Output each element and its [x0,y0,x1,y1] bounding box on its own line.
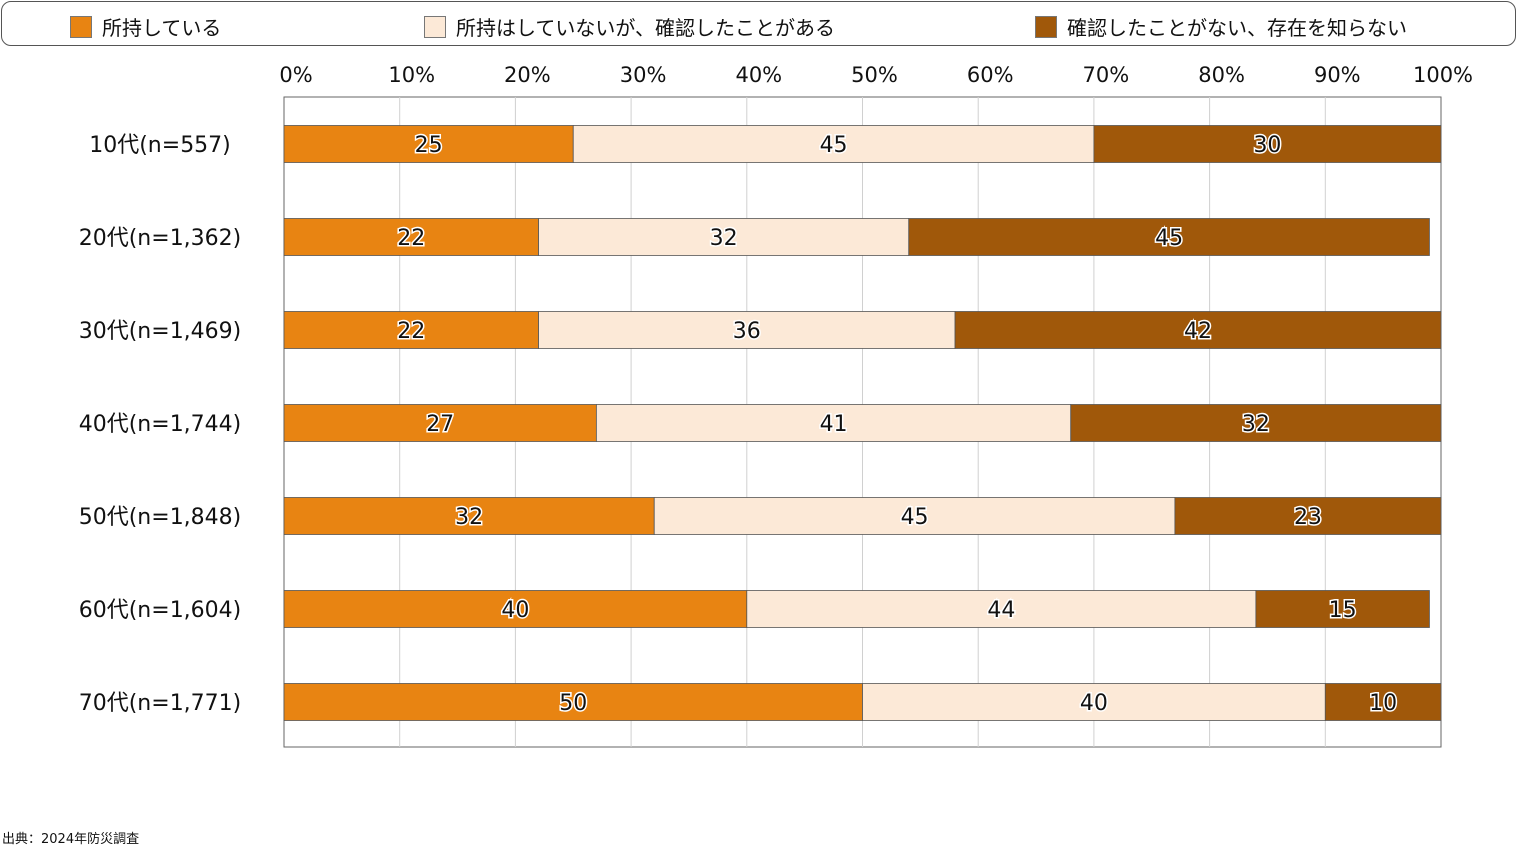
data-label: 40 [501,598,529,623]
data-label: 30 [1253,133,1281,158]
x-tick-label: 100% [1413,63,1473,87]
data-label: 45 [820,133,848,158]
category-label: 50代(n=1,848) [79,505,242,530]
data-label: 10 [1369,691,1397,716]
bar-segment [283,497,655,535]
legend-item-owned: 所持している [70,12,221,41]
legend-swatch [1035,15,1057,38]
source-note: 出典：2024年防災調査 [2,832,140,847]
x-tick-label: 20% [504,63,551,87]
legend-item-unknown: 確認したことがない、存在を知らない [1035,12,1407,41]
data-label: 15 [1329,598,1357,623]
legend-item-checked: 所持はしていないが、確認したことがある [424,12,835,41]
data-label: 32 [1242,412,1270,437]
category-label: 60代(n=1,604) [79,598,242,623]
legend-swatch [70,15,92,38]
x-tick-label: 10% [388,63,435,87]
bar-segment [1255,590,1430,628]
x-tick-label: 30% [620,63,667,87]
legend-swatch [424,15,446,38]
category-label: 70代(n=1,771) [79,691,242,716]
bar-segment [1093,125,1442,163]
data-label: 40 [1080,691,1108,716]
legend-label: 確認したことがない、存在を知らない [1067,16,1407,40]
category-label: 10代(n=557) [89,133,231,158]
bar-segment [538,311,956,349]
data-label: 41 [820,412,848,437]
data-label: 36 [733,319,761,344]
data-label: 32 [710,226,738,251]
bar-segment [283,311,539,349]
bar-segment [954,311,1442,349]
data-label: 42 [1184,319,1212,344]
legend: 所持している 所持はしていないが、確認したことがある 確認したことがない、存在を… [1,1,1516,46]
bar-segment [908,218,1430,256]
bar-segment [283,683,863,721]
data-label: 50 [559,691,587,716]
data-label: 22 [397,226,425,251]
data-label: 27 [426,412,454,437]
data-label: 25 [415,133,443,158]
bar-segment [1070,404,1442,442]
bar-segment [283,125,574,163]
legend-label: 所持はしていないが、確認したことがある [456,16,835,40]
x-tick-label: 0% [279,63,312,87]
legend-label: 所持している [102,16,222,40]
bar-segment [283,590,748,628]
bar-segment [862,683,1326,721]
bar-segment [283,218,539,256]
x-tick-label: 40% [735,63,782,87]
data-label: 44 [987,598,1015,623]
data-label: 32 [455,505,483,530]
category-label: 20代(n=1,362) [79,226,242,251]
bar-segment [572,125,1095,163]
x-tick-label: 60% [967,63,1014,87]
x-tick-label: 90% [1314,63,1361,87]
x-tick-label: 50% [851,63,898,87]
data-label: 45 [1155,226,1183,251]
x-tick-label: 80% [1198,63,1245,87]
bar-segment [653,497,1176,535]
bar-segment [1174,497,1442,535]
bar-segment [283,404,597,442]
category-label: 30代(n=1,469) [79,319,242,344]
bar-segment [1324,683,1442,721]
data-label: 45 [901,505,929,530]
bar-segment [595,404,1072,442]
bar-segment [538,218,910,256]
category-label: 40代(n=1,744) [79,412,242,437]
data-label: 23 [1294,505,1322,530]
bar-segment [746,590,1257,628]
x-tick-label: 70% [1083,63,1130,87]
data-label: 22 [397,319,425,344]
